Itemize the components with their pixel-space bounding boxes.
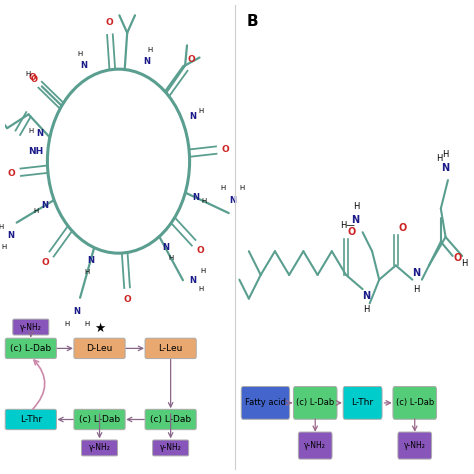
FancyBboxPatch shape [74, 410, 125, 430]
FancyBboxPatch shape [153, 440, 189, 456]
Text: H: H [77, 51, 82, 57]
Text: O: O [348, 227, 356, 237]
Text: γ-NH₂: γ-NH₂ [160, 444, 182, 452]
Text: O: O [221, 145, 229, 154]
Text: O: O [31, 75, 38, 84]
FancyBboxPatch shape [5, 410, 56, 430]
Text: N: N [87, 256, 94, 265]
Text: H: H [168, 255, 173, 261]
Text: H: H [363, 305, 369, 313]
Text: H—: H— [340, 221, 355, 229]
Text: N: N [412, 267, 420, 278]
Text: H: H [220, 185, 226, 191]
Text: N: N [41, 201, 48, 210]
Text: L-Leu: L-Leu [158, 344, 183, 353]
Text: γ-NH₂: γ-NH₂ [304, 441, 326, 450]
Text: H: H [201, 199, 207, 204]
Text: O: O [399, 222, 407, 233]
Text: H: H [437, 155, 443, 163]
FancyBboxPatch shape [5, 338, 56, 359]
Text: ★: ★ [94, 322, 105, 335]
FancyBboxPatch shape [343, 387, 382, 419]
FancyBboxPatch shape [74, 338, 125, 359]
Text: N: N [190, 276, 196, 285]
Text: N: N [81, 61, 87, 70]
FancyBboxPatch shape [293, 387, 337, 419]
Text: N: N [36, 129, 43, 138]
FancyBboxPatch shape [299, 432, 332, 459]
Text: (c) L-Dab: (c) L-Dab [296, 399, 334, 407]
FancyBboxPatch shape [393, 387, 437, 419]
Text: H: H [33, 208, 39, 214]
Text: H: H [85, 269, 90, 275]
FancyBboxPatch shape [145, 410, 196, 430]
Text: N: N [8, 231, 15, 240]
Text: γ-NH₂: γ-NH₂ [20, 323, 42, 331]
Text: N: N [73, 307, 80, 316]
Text: γ-NH₂: γ-NH₂ [89, 444, 110, 452]
Text: N: N [441, 163, 450, 173]
Text: N: N [162, 243, 169, 252]
Text: H: H [199, 286, 204, 292]
Text: γ-NH₂: γ-NH₂ [404, 441, 426, 450]
Text: H: H [64, 320, 70, 327]
Text: N: N [362, 291, 370, 301]
FancyBboxPatch shape [82, 440, 118, 456]
Text: NH: NH [27, 147, 43, 156]
Text: (c) L-Dab: (c) L-Dab [10, 344, 51, 353]
Text: H: H [84, 320, 90, 327]
Text: O: O [197, 246, 205, 255]
Text: L-Thr: L-Thr [20, 415, 42, 424]
Text: B: B [246, 14, 258, 29]
Text: (c) L-Dab: (c) L-Dab [396, 399, 434, 407]
Text: N: N [192, 193, 199, 202]
FancyBboxPatch shape [145, 338, 196, 359]
Text: H: H [442, 150, 449, 158]
Text: D-Leu: D-Leu [86, 344, 113, 353]
Text: H: H [200, 268, 205, 274]
Text: H: H [1, 244, 7, 249]
Text: O: O [188, 55, 196, 64]
Text: H: H [26, 71, 31, 77]
Text: O: O [29, 73, 36, 82]
Text: L-Thr: L-Thr [352, 399, 374, 407]
Text: H: H [461, 259, 468, 267]
Text: (c) L-Dab: (c) L-Dab [79, 415, 120, 424]
Text: N: N [143, 57, 150, 66]
Text: H: H [147, 47, 152, 54]
FancyBboxPatch shape [398, 432, 432, 459]
Text: H: H [28, 128, 33, 134]
Text: Fatty acid: Fatty acid [245, 399, 286, 407]
Text: H: H [198, 109, 204, 114]
Text: H: H [413, 285, 419, 293]
Text: O: O [453, 253, 462, 264]
Text: N: N [229, 196, 236, 205]
Text: O: O [124, 295, 132, 304]
Text: N: N [189, 112, 196, 121]
Text: H: H [0, 224, 4, 230]
Text: H: H [239, 185, 244, 191]
Text: N: N [351, 215, 360, 226]
Text: O: O [105, 18, 113, 27]
Text: O: O [41, 258, 49, 267]
Text: H: H [354, 202, 360, 210]
FancyBboxPatch shape [13, 319, 49, 335]
Text: (c) L-Dab: (c) L-Dab [150, 415, 191, 424]
FancyBboxPatch shape [241, 387, 290, 419]
Text: O: O [8, 169, 16, 178]
